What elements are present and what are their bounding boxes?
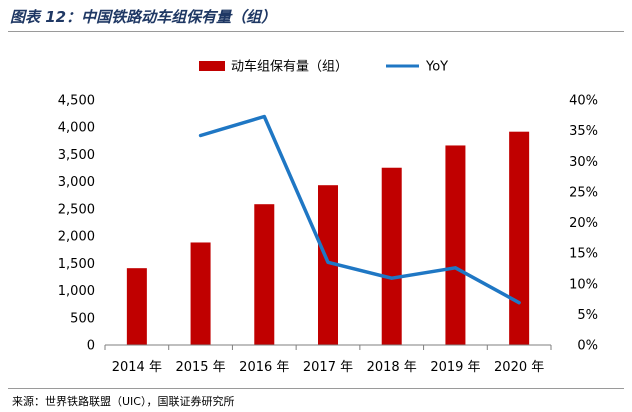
right-tick-label: 40% bbox=[569, 94, 598, 109]
left-tick-label: 0 bbox=[87, 339, 95, 354]
left-tick-label: 4,500 bbox=[58, 94, 95, 109]
left-tick-label: 1,500 bbox=[58, 257, 95, 272]
x-tick-label: 2020 年 bbox=[494, 360, 544, 375]
right-tick-label: 10% bbox=[569, 277, 598, 292]
bar bbox=[318, 185, 338, 345]
bar bbox=[126, 268, 147, 345]
right-tick-label: 30% bbox=[569, 155, 598, 170]
bar bbox=[445, 145, 466, 345]
left-tick-label: 500 bbox=[70, 311, 95, 326]
bar bbox=[509, 131, 530, 345]
legend-swatch-bar bbox=[199, 61, 225, 71]
right-tick-label: 35% bbox=[569, 124, 598, 139]
left-tick-label: 2,000 bbox=[58, 230, 95, 245]
title-divider bbox=[8, 31, 624, 32]
bar bbox=[190, 242, 211, 345]
left-tick-label: 3,000 bbox=[58, 175, 95, 190]
bar bbox=[254, 204, 275, 345]
x-tick-label: 2018 年 bbox=[367, 360, 417, 375]
x-tick-label: 2017 年 bbox=[303, 360, 353, 375]
bar bbox=[381, 167, 402, 345]
x-tick-label: 2014 年 bbox=[112, 360, 162, 375]
right-tick-label: 20% bbox=[569, 216, 598, 231]
x-tick-label: 2019 年 bbox=[430, 360, 480, 375]
right-tick-label: 0% bbox=[577, 339, 598, 354]
right-tick-label: 25% bbox=[569, 185, 598, 200]
right-tick-label: 5% bbox=[577, 308, 598, 323]
yoy-series bbox=[198, 114, 521, 305]
source-note: 来源：世界铁路联盟（UIC），国联证券研究所 bbox=[12, 395, 235, 408]
right-axis: 0% 5% 10% 15% 20% 25% 30% 35% 40% bbox=[569, 94, 598, 354]
yoy-line bbox=[198, 114, 521, 305]
left-axis: 0 500 1,000 1,500 2,000 2,500 3,000 3,500 4,000 4… bbox=[58, 94, 95, 354]
legend-label-line: YoY bbox=[425, 60, 448, 75]
source-divider bbox=[8, 388, 624, 389]
x-tick-label: 2015 年 bbox=[175, 360, 225, 375]
figure-title: 图表 12：中国铁路动车组保有量（组） bbox=[10, 8, 277, 26]
left-tick-label: 1,000 bbox=[58, 284, 95, 299]
x-tick-label: 2016 年 bbox=[239, 360, 289, 375]
legend: 动车组保有量（组） YoY bbox=[199, 59, 448, 75]
left-tick-label: 4,000 bbox=[58, 121, 95, 136]
left-tick-label: 3,500 bbox=[58, 148, 95, 163]
x-axis: 2014 年 2015 年 2016 年 2017 年 2018 年 2019 年 2020… bbox=[104, 344, 552, 375]
left-tick-label: 2,500 bbox=[58, 202, 95, 217]
legend-label-bar: 动车组保有量（组） bbox=[231, 59, 348, 75]
right-tick-label: 15% bbox=[569, 247, 598, 262]
bar-series bbox=[126, 131, 530, 345]
